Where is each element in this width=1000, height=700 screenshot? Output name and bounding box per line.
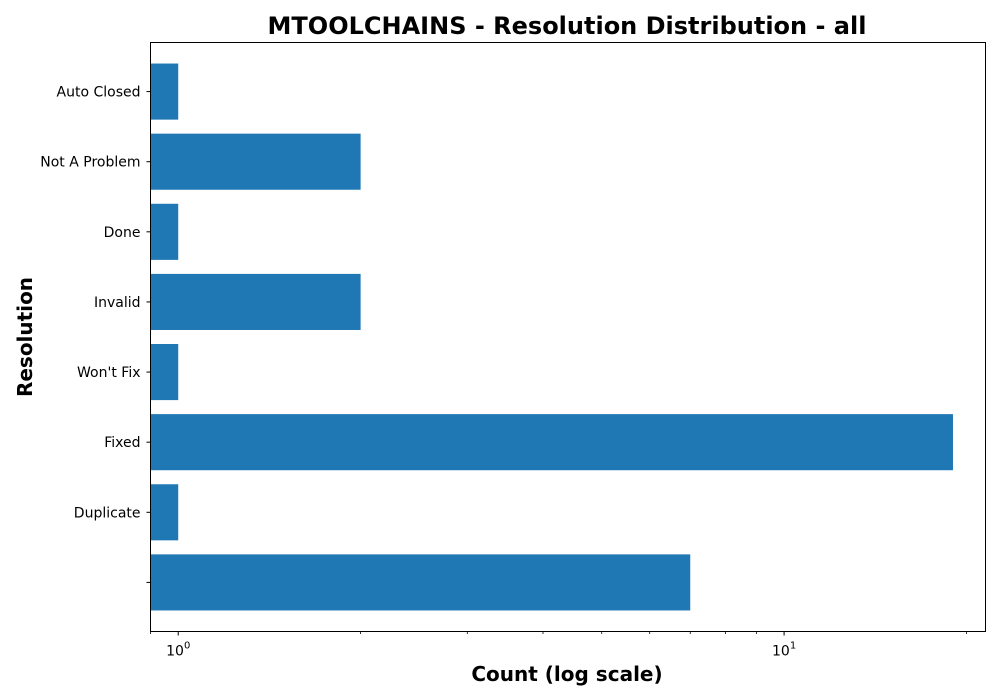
chart-title: MTOOLCHAINS - Resolution Distribution - …: [268, 12, 867, 40]
y-tick-label: Done: [104, 225, 141, 241]
bar: [150, 484, 179, 541]
y-tick-label: Fixed: [104, 435, 140, 451]
bar: [150, 133, 361, 190]
y-tick-label: Won't Fix: [77, 365, 140, 381]
bar: [150, 414, 953, 471]
x-axis-label: Count (log scale): [471, 662, 662, 686]
bar: [150, 554, 691, 611]
y-tick-label: Not A Problem: [40, 155, 140, 171]
y-tick-label: Auto Closed: [57, 85, 141, 101]
plot-area-frame: [150, 42, 986, 632]
bar: [150, 344, 179, 401]
bar: [150, 203, 179, 260]
y-tick-label: Duplicate: [74, 505, 141, 521]
bars-layer: [150, 63, 953, 611]
x-axis-ticks: 100 101: [150, 631, 967, 660]
bar: [150, 273, 361, 330]
y-axis-ticks: Duplicate Fixed Won't Fix Invalid Done Not A …: [40, 85, 151, 583]
y-axis-label: Resolution: [13, 277, 37, 397]
x-tick-label: 101: [772, 641, 796, 660]
bar: [150, 63, 179, 120]
y-tick-label: Invalid: [94, 295, 141, 311]
x-tick-label: 100: [166, 641, 190, 660]
